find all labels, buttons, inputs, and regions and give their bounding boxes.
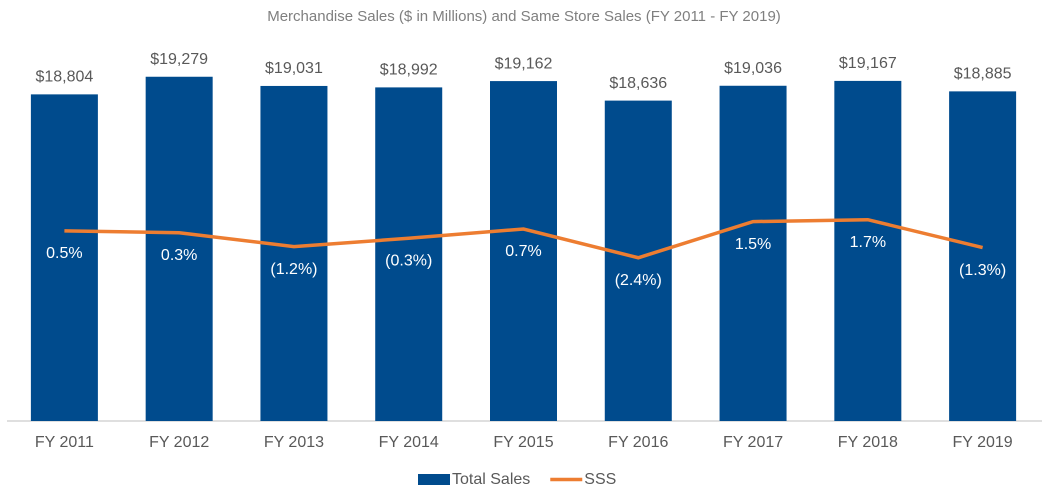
chart-title: Merchandise Sales ($ in Millions) and Sa… xyxy=(267,8,781,25)
bar xyxy=(490,81,557,422)
legend-label: Total Sales xyxy=(452,471,530,488)
bar xyxy=(834,80,902,421)
x-tick-label: FY 2012 xyxy=(149,434,209,451)
bar xyxy=(30,94,98,422)
bar-value-label: $19,036 xyxy=(724,60,782,77)
x-tick-label: FY 2016 xyxy=(608,434,668,451)
x-tick-label: FY 2015 xyxy=(493,434,553,451)
bar xyxy=(145,76,213,422)
line-value-label: (1.3%) xyxy=(959,262,1006,279)
legend-label: SSS xyxy=(584,471,616,488)
bar-value-label: $19,167 xyxy=(839,55,897,72)
line-value-label: (2.4%) xyxy=(615,272,662,289)
x-tick-label: FY 2019 xyxy=(953,434,1013,451)
sss-line xyxy=(64,217,984,260)
bar-value-label: $19,031 xyxy=(265,60,323,77)
line-value-label: 0.7% xyxy=(505,243,541,260)
bar-value-label: $19,279 xyxy=(150,51,208,68)
x-tick-label: FY 2017 xyxy=(723,434,783,451)
x-tick-label: FY 2013 xyxy=(264,434,324,451)
bar xyxy=(719,85,787,421)
line-value-label: 0.3% xyxy=(161,247,197,264)
bar xyxy=(949,91,1017,421)
line-value-label: 0.5% xyxy=(46,245,82,262)
x-tick-label: FY 2018 xyxy=(838,434,898,451)
bar xyxy=(260,85,328,422)
line-value-label: 1.7% xyxy=(850,234,886,251)
legend-swatch xyxy=(418,474,450,485)
line-value-label: (0.3%) xyxy=(385,253,432,270)
bar xyxy=(375,87,443,422)
bar-value-label: $18,804 xyxy=(35,69,93,86)
bar xyxy=(604,100,672,421)
bar-value-label: $18,992 xyxy=(380,62,438,79)
bar-value-label: $18,636 xyxy=(609,75,667,92)
x-tick-label: FY 2014 xyxy=(379,434,439,451)
line-value-label: (1.2%) xyxy=(270,261,317,278)
bar-value-label: $18,885 xyxy=(954,66,1012,83)
bar-value-label: $19,162 xyxy=(495,55,553,72)
x-tick-label: FY 2011 xyxy=(35,434,94,451)
line-value-label: 1.5% xyxy=(735,236,771,253)
